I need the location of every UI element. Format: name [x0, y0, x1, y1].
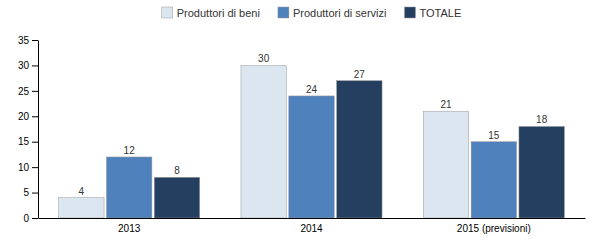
legend-swatch — [278, 7, 289, 18]
tick-label: 15 — [18, 136, 30, 147]
bar — [154, 177, 199, 218]
tick: 2014 — [300, 223, 323, 234]
tick: 10 — [18, 162, 38, 173]
legend: Produttori di beni Produttori di servizi T… — [162, 7, 462, 19]
tick-label: 25 — [18, 86, 30, 97]
tick-label: 10 — [18, 162, 30, 173]
tick-label: 35 — [18, 35, 30, 46]
data-label: 24 — [306, 84, 318, 95]
legend-swatch — [162, 7, 173, 18]
data-label: 4 — [79, 186, 85, 197]
tick: 30 — [18, 60, 38, 71]
tick-mark — [32, 116, 38, 117]
tick: 2013 — [118, 223, 141, 234]
tick-label: 2014 — [300, 223, 323, 234]
axis-line — [38, 41, 39, 219]
data-label: 21 — [440, 99, 452, 110]
bar — [241, 65, 286, 218]
tick-label: 2013 — [118, 223, 141, 234]
tick-label: 2015 (previsioni) — [457, 223, 531, 234]
data-label: 30 — [258, 53, 270, 64]
tick-mark — [32, 218, 38, 219]
tick-label: 5 — [23, 187, 29, 198]
legend-label: Produttori di servizi — [293, 7, 387, 19]
bar — [423, 111, 468, 218]
data-label: 18 — [536, 114, 548, 125]
tick-mark — [32, 167, 38, 168]
tick: 15 — [18, 136, 38, 147]
tick-mark — [32, 65, 38, 66]
bar — [59, 198, 104, 218]
legend-item: TOTALE — [404, 7, 461, 19]
legend-label: Produttori di beni — [177, 7, 260, 19]
tick-mark — [32, 142, 38, 143]
tick-mark — [32, 40, 38, 41]
data-label: 27 — [354, 69, 366, 80]
chart: 4302112241582718051015202530352013201420… — [0, 0, 597, 244]
legend-item: Produttori di beni — [162, 7, 260, 19]
data-label: 12 — [124, 145, 136, 156]
bar — [289, 96, 334, 218]
legend-label: TOTALE — [419, 7, 461, 19]
data-labels: 4 30 21 12 24 15 8 27 18 — [79, 53, 548, 196]
tick-label: 0 — [23, 213, 29, 224]
bar — [519, 126, 564, 218]
tick-label: 20 — [18, 111, 30, 122]
tick-mark — [32, 193, 38, 194]
bar — [471, 142, 516, 218]
tick-mark — [32, 91, 38, 92]
tick: 2015 (previsioni) — [457, 223, 531, 234]
x-axis: 2013 2014 2015 (previsioni) — [39, 219, 586, 235]
tick-label: 30 — [18, 60, 30, 71]
tick: 0 — [23, 213, 38, 224]
data-label: 8 — [174, 165, 180, 176]
bar — [106, 157, 151, 218]
legend-swatch — [404, 7, 415, 18]
data-label: 15 — [488, 130, 500, 141]
tick: 35 — [18, 35, 38, 46]
y-axis: 0 5 10 15 20 25 30 35 — [18, 35, 39, 224]
tick: 20 — [18, 111, 38, 122]
chart-container: 4302112241582718051015202530352013201420… — [0, 0, 597, 244]
legend-item: Produttori di servizi — [278, 7, 387, 19]
tick: 25 — [18, 86, 38, 97]
axis-line — [39, 218, 586, 219]
tick: 5 — [23, 187, 38, 198]
bar — [337, 81, 382, 218]
bars — [59, 65, 565, 218]
